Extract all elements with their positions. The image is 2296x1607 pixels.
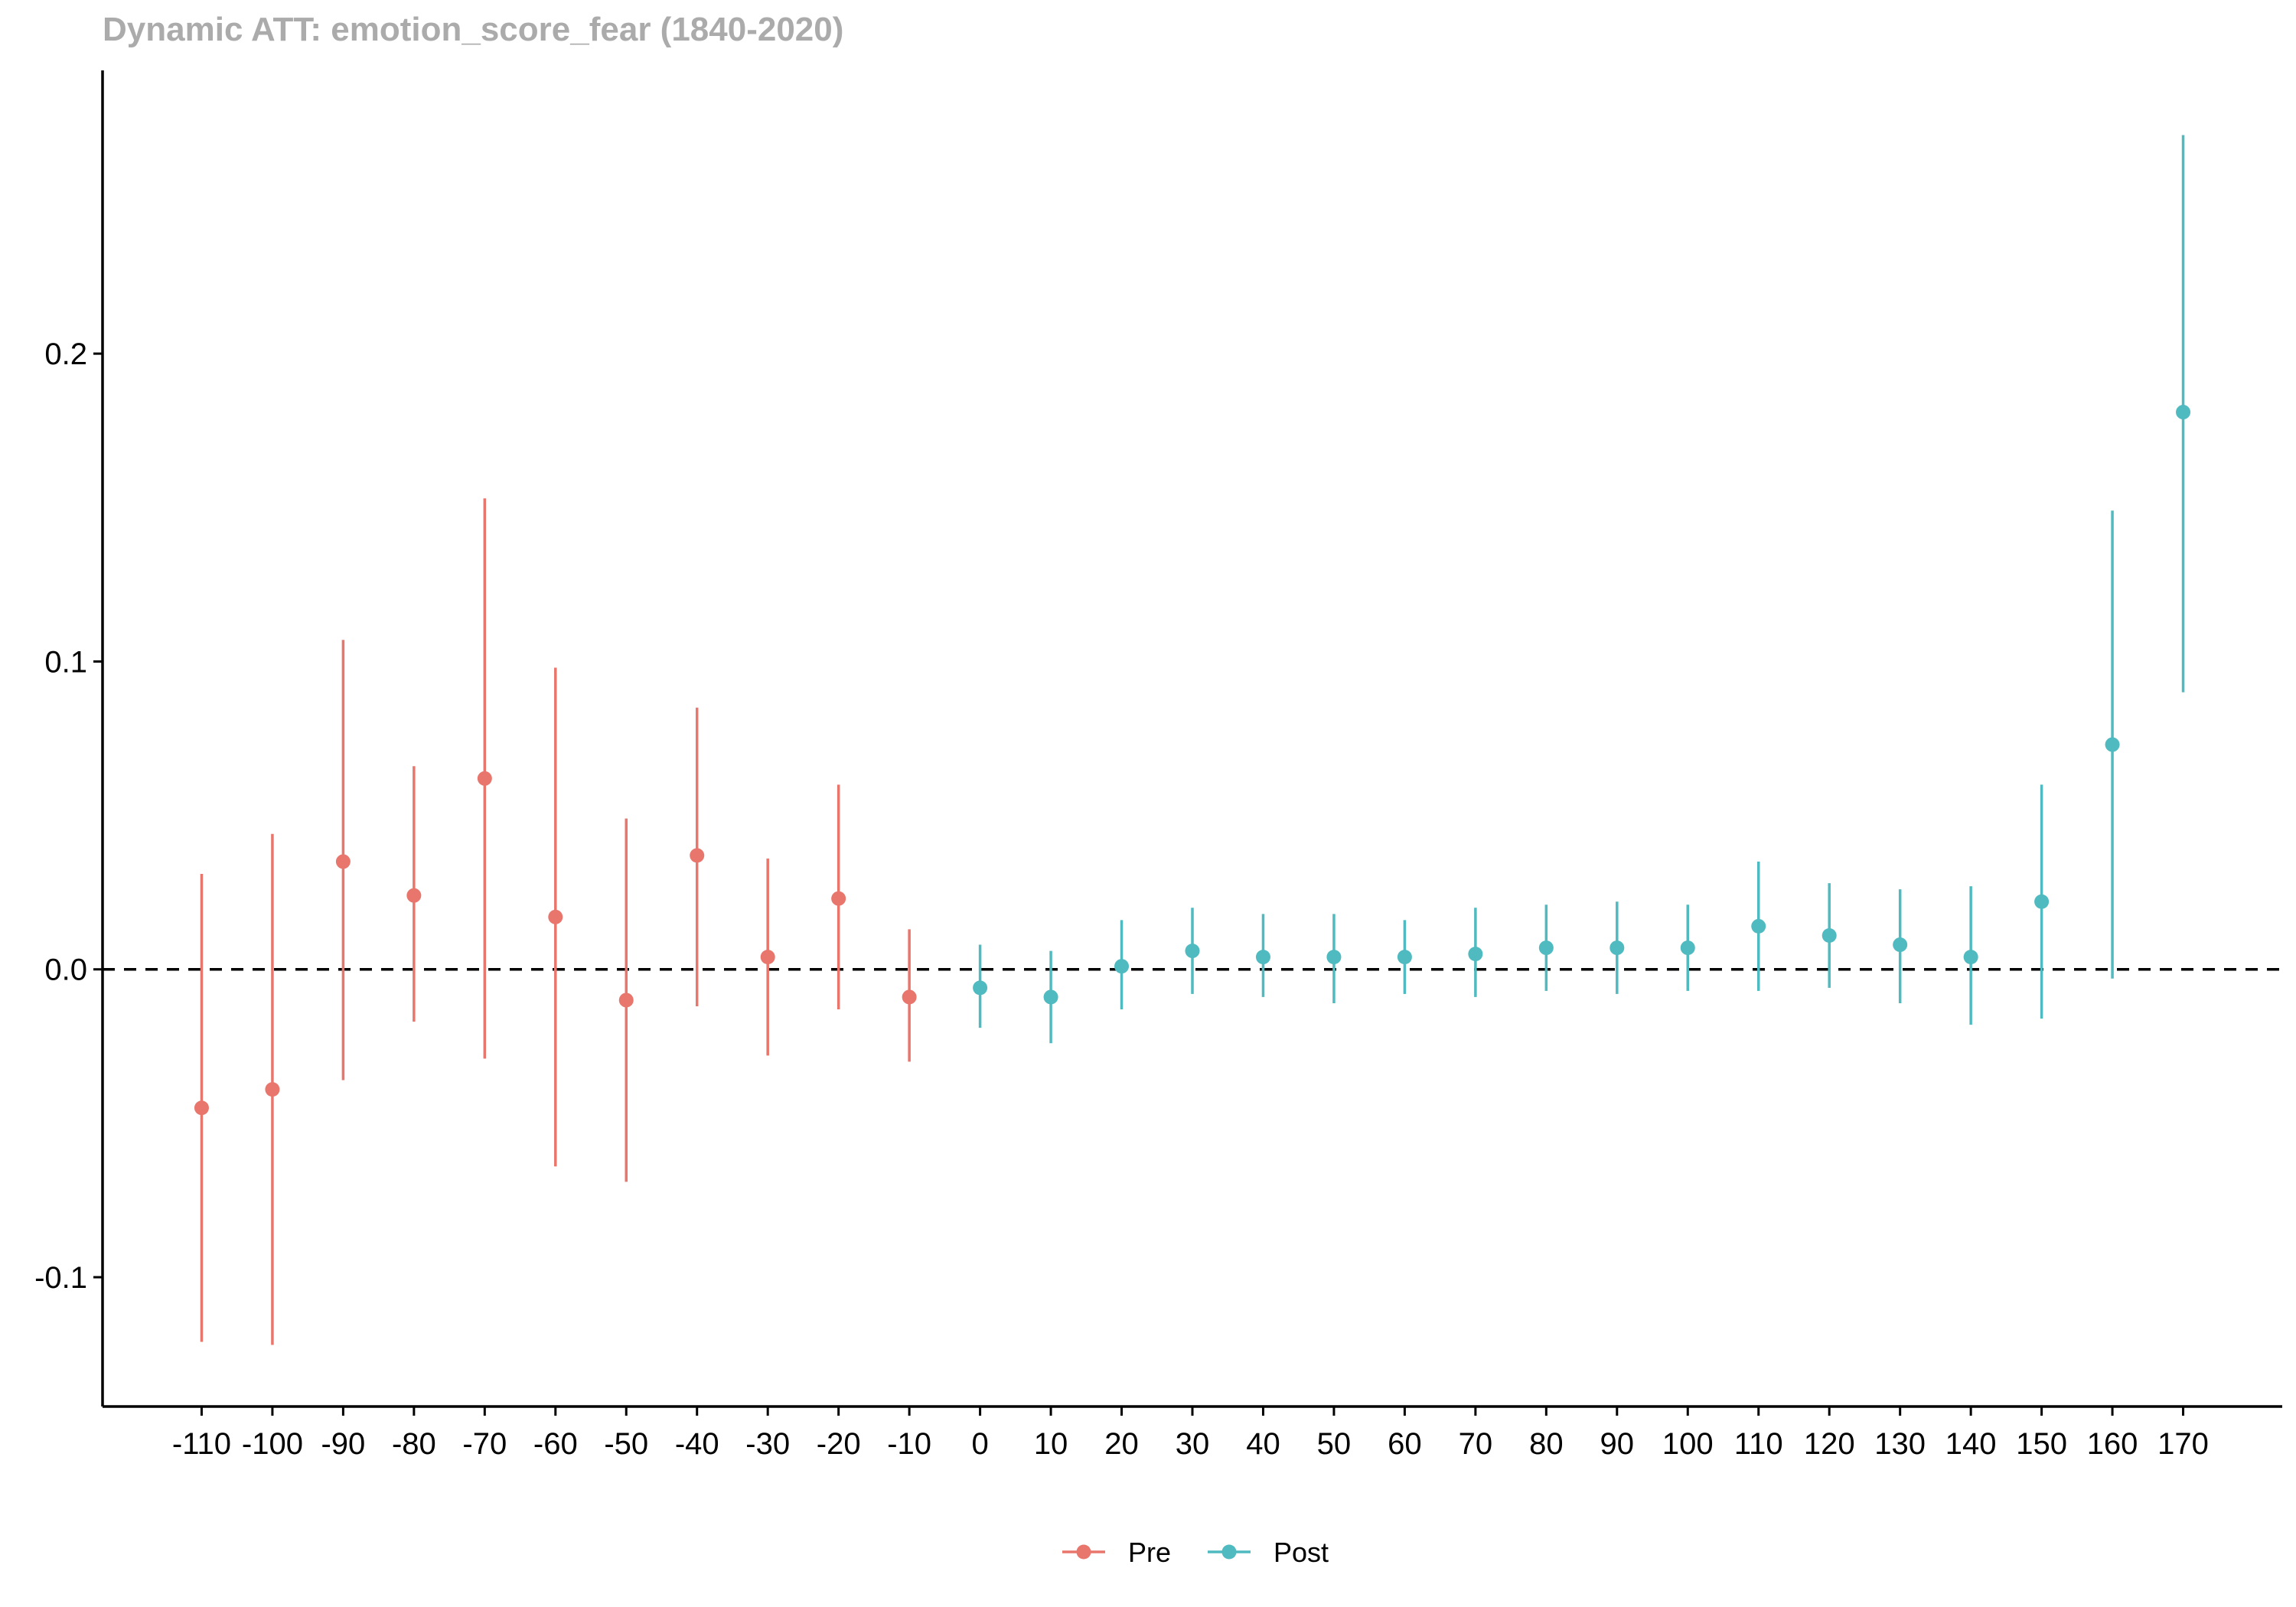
post-point: [1468, 947, 1483, 962]
post-point: [1326, 950, 1342, 965]
post-point: [1043, 989, 1058, 1005]
pre-point: [335, 854, 351, 869]
post-point: [1255, 950, 1270, 965]
pre-point: [760, 950, 775, 965]
x-tick-label: -10: [887, 1427, 931, 1461]
x-tick-label: -50: [604, 1427, 648, 1461]
x-tick-label: 0: [971, 1427, 988, 1461]
x-tick-label: 130: [1874, 1427, 1926, 1461]
legend: Pre Post: [1062, 1537, 1329, 1568]
legend-item-pre: Pre: [1062, 1537, 1171, 1568]
x-tick-label: 170: [2157, 1427, 2209, 1461]
axes-layer: -0.10.00.10.2-110 -100 -90 -80 -70 -60 -50 -40-…: [34, 70, 2282, 1461]
x-tick-label: -80: [392, 1427, 436, 1461]
x-tick-label: 20: [1104, 1427, 1139, 1461]
post-point: [1114, 959, 1130, 974]
x-tick-label: -90: [321, 1427, 365, 1461]
x-tick-label: 140: [1945, 1427, 1997, 1461]
pre-point: [831, 891, 846, 906]
y-tick-label: 0.0: [44, 953, 87, 987]
points-layer: [194, 405, 2191, 1116]
pre-point: [406, 888, 422, 903]
post-point: [2105, 737, 2120, 752]
x-tick-label: 10: [1034, 1427, 1068, 1461]
pre-point: [265, 1082, 280, 1097]
x-tick-label: -60: [533, 1427, 578, 1461]
x-tick-label: -30: [745, 1427, 790, 1461]
legend-item-post: Post: [1208, 1537, 1329, 1568]
x-tick-label: -40: [675, 1427, 719, 1461]
y-tick-label: 0.1: [44, 645, 87, 679]
post-point: [1821, 927, 1837, 943]
x-tick-label: 100: [1662, 1427, 1714, 1461]
x-tick-label: -70: [462, 1427, 507, 1461]
post-point: [1680, 940, 1695, 956]
legend-key-point: [1221, 1544, 1237, 1560]
x-tick-label: 40: [1246, 1427, 1280, 1461]
post-point: [1609, 940, 1625, 956]
y-tick-label: 0.2: [44, 337, 87, 371]
post-point: [1751, 918, 1766, 934]
post-point: [1963, 950, 1978, 965]
x-tick-label: 70: [1459, 1427, 1493, 1461]
post-point: [1397, 950, 1412, 965]
x-tick-label: -100: [242, 1427, 303, 1461]
legend-label-post: Post: [1274, 1537, 1329, 1568]
chart-title: Dynamic ATT: emotion_score_fear (1840-20…: [103, 11, 844, 48]
pre-point: [690, 848, 705, 863]
x-tick-label: 30: [1176, 1427, 1210, 1461]
x-tick-label: 160: [2087, 1427, 2138, 1461]
post-point: [1538, 940, 1554, 956]
x-tick-label: 150: [2016, 1427, 2067, 1461]
x-tick-label: -20: [817, 1427, 861, 1461]
x-tick-label: 60: [1388, 1427, 1422, 1461]
pre-point: [902, 989, 917, 1005]
x-tick-label: 110: [1734, 1427, 1783, 1461]
x-tick-label: 80: [1529, 1427, 1564, 1461]
error-bars-layer: [200, 135, 2185, 1345]
pre-point: [548, 909, 563, 924]
post-point: [2176, 405, 2191, 420]
pre-point: [618, 993, 634, 1008]
post-point: [1893, 937, 1908, 953]
x-tick-label: 90: [1600, 1427, 1635, 1461]
pre-point: [194, 1100, 209, 1116]
legend-label-pre: Pre: [1128, 1537, 1171, 1568]
x-tick-label: 120: [1804, 1427, 1855, 1461]
y-tick-label: -0.1: [34, 1261, 87, 1295]
x-tick-label: 50: [1317, 1427, 1352, 1461]
post-point: [1185, 944, 1200, 959]
post-point: [973, 980, 988, 996]
x-tick-label: -110: [172, 1427, 231, 1461]
pre-point: [477, 771, 492, 786]
post-point: [2034, 894, 2050, 909]
legend-key-point: [1076, 1544, 1091, 1560]
